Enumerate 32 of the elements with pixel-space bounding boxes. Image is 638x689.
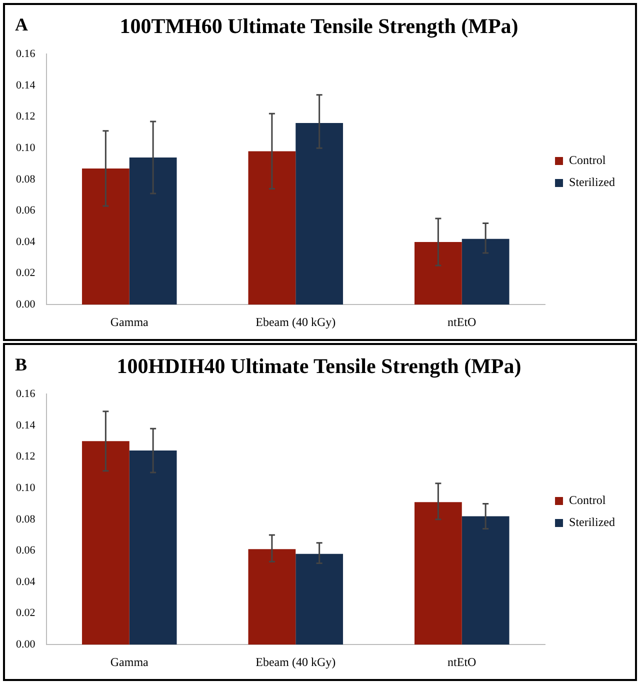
y-tick-label: 0.08 bbox=[16, 173, 36, 186]
x-tick-label: Gamma bbox=[110, 654, 150, 669]
y-tick-label: 0.14 bbox=[16, 419, 36, 432]
x-tick-label: ntEtO bbox=[448, 654, 477, 669]
y-tick-label: 0.16 bbox=[16, 388, 36, 400]
y-tick-label: 0.10 bbox=[16, 482, 36, 494]
y-tick-label: 0.06 bbox=[16, 544, 36, 557]
text: B bbox=[15, 354, 28, 375]
y-tick-label: 0.04 bbox=[16, 576, 36, 588]
y-tick-label: 0.00 bbox=[16, 298, 36, 310]
x-tick-label: Ebeam (40 kGy) bbox=[256, 654, 336, 669]
y-tick-label: 0.00 bbox=[16, 638, 36, 650]
legend-label: Control bbox=[569, 493, 606, 508]
y-tick-label: 0.02 bbox=[16, 607, 36, 620]
x-tick-label: Gamma bbox=[110, 314, 150, 329]
legend-label: Sterilized bbox=[569, 515, 615, 530]
legend-label: Sterilized bbox=[569, 175, 615, 190]
x-tick-label: Ebeam (40 kGy) bbox=[256, 314, 336, 329]
y-tick-label: 0.06 bbox=[16, 204, 36, 217]
text: A bbox=[15, 14, 28, 35]
y-tick-label: 0.12 bbox=[16, 110, 36, 123]
chart-title: 100HDIH40 Ultimate Tensile Strength (MPa) bbox=[116, 354, 522, 378]
x-tick-label: ntEtO bbox=[448, 314, 477, 329]
y-tick-label: 0.10 bbox=[16, 142, 36, 154]
y-tick-label: 0.04 bbox=[16, 236, 36, 248]
legend-label: Control bbox=[569, 153, 606, 168]
y-tick-label: 0.08 bbox=[16, 513, 36, 526]
chart-title: 100TMH60 Ultimate Tensile Strength (MPa) bbox=[120, 14, 518, 38]
y-tick-label: 0.02 bbox=[16, 267, 36, 280]
y-tick-label: 0.14 bbox=[16, 79, 36, 92]
y-tick-label: 0.16 bbox=[16, 48, 36, 60]
y-tick-label: 0.12 bbox=[16, 450, 36, 463]
